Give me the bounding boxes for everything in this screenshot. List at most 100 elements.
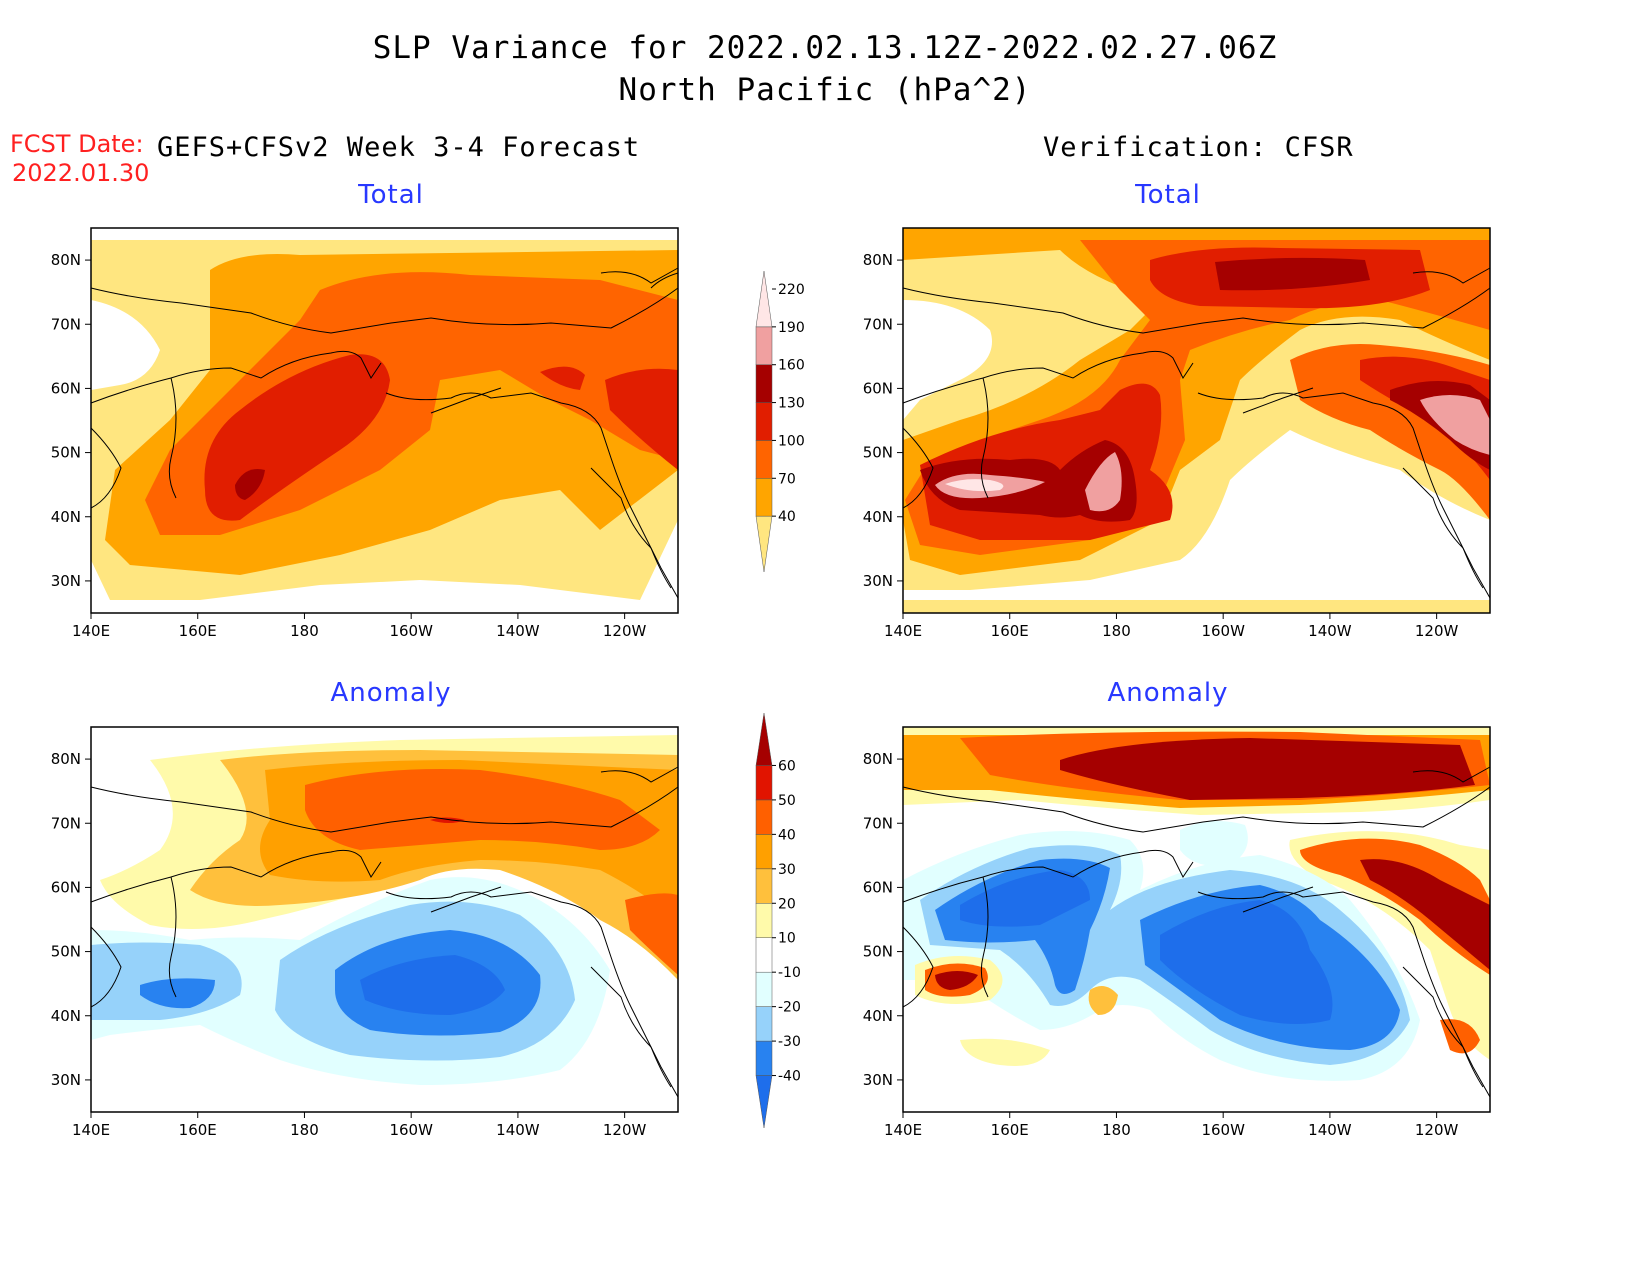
chart-title-line2: North Pacific (hPa^2) [618, 72, 1032, 108]
lat-tick-label: 70N [863, 315, 893, 333]
frame-forecast-anomaly [90, 726, 679, 1113]
lon-tick-label: 180 [1102, 622, 1131, 640]
left-column-heading: GEFS+CFSv2 Week 3-4 Forecast [157, 132, 641, 163]
lon-tick-label: 140W [496, 1121, 540, 1139]
lat-tick-label: 80N [51, 251, 81, 269]
lon-tick-label: 120W [1415, 622, 1459, 640]
axes-layer: 80N 70N 60N 50N 40N 30N 140E 160E 180 160W 140W 120… [51, 251, 1459, 1139]
colorbar-swatch [755, 834, 773, 870]
colorbar-swatch [755, 364, 773, 403]
colorbar-label: -30 [778, 1034, 801, 1050]
frame-verification-anomaly [902, 726, 1491, 1113]
verification-total-title: Total [1135, 180, 1201, 210]
lon-tick-label: 140E [72, 622, 110, 640]
colorbar-swatch [755, 799, 773, 835]
lat-tick-label: 40N [863, 1007, 893, 1025]
lon-tick-label: 180 [290, 1121, 319, 1139]
colorbar-label: 40 [778, 827, 796, 843]
map-frames [90, 227, 1491, 1113]
colorbar-swatch [755, 478, 773, 517]
lon-tick-label: 180 [290, 622, 319, 640]
lon-tick-label: 160E [991, 622, 1029, 640]
lon-tick-label: 160E [179, 622, 217, 640]
coastline-top-left [90, 267, 679, 599]
neg-30 [140, 978, 215, 1009]
forecast-date-value: 2022.01.30 [12, 159, 150, 187]
lat-tick-label: 40N [51, 508, 81, 526]
lat-tick-label: 50N [51, 943, 81, 961]
lon-tick-label: 120W [1415, 1121, 1459, 1139]
lon-tick-label: 160E [991, 1121, 1029, 1139]
lon-tick-label: 160W [389, 622, 433, 640]
colorbar-label: -10 [778, 965, 801, 981]
colorbar-swatch [755, 937, 773, 973]
white-west [903, 300, 992, 420]
colorbar-swatch [755, 402, 773, 441]
shade-east-40b [1440, 1019, 1480, 1054]
colorbar-label: 130 [778, 396, 805, 412]
forecast-total-title: Total [358, 180, 424, 210]
colorbar-label: -40 [778, 1069, 801, 1085]
shade-220 [945, 479, 1004, 492]
coastline-bottom-left [90, 766, 679, 1098]
lat-tick-label: 60N [51, 379, 81, 397]
shade-40-east [625, 893, 678, 975]
lat-tick-label: 60N [863, 379, 893, 397]
shade-190-east [1420, 395, 1490, 455]
lon-tick-label: 140W [496, 622, 540, 640]
forecast-date-label: FCST Date: [10, 130, 144, 158]
colorbar-swatch [755, 712, 773, 766]
pos-west-60 [935, 971, 978, 990]
lon-tick-label: 160W [1201, 1121, 1245, 1139]
colorbar-swatch [755, 1075, 773, 1129]
neg-40-west [960, 870, 1090, 927]
colorbar-label: 60 [778, 758, 796, 774]
lon-tick-label: 140E [884, 622, 922, 640]
shade-160 [1215, 257, 1370, 291]
lon-tick-label: 120W [603, 622, 647, 640]
colorbar-anomaly: -40 -30 -20 -10 10 20 30 40 50 60 [755, 712, 801, 1129]
lon-tick-label: 160E [179, 1121, 217, 1139]
neg-40 [360, 955, 505, 1015]
colorbar-label: 190 [778, 320, 805, 336]
colorbar-label: 20 [778, 896, 796, 912]
lat-tick-label: 30N [863, 1071, 893, 1089]
colorbar-swatch [755, 903, 773, 938]
lat-tick-label: 60N [863, 878, 893, 896]
lat-tick-label: 70N [51, 315, 81, 333]
lon-tick-label: 160W [1201, 622, 1245, 640]
colorbar-label: 160 [778, 358, 805, 374]
shade-190-b [1085, 452, 1122, 512]
colorbar-label: -20 [778, 1000, 801, 1016]
colorbar-swatch [755, 515, 773, 573]
white-south [903, 430, 1490, 600]
lat-tick-label: 80N [51, 750, 81, 768]
neg-10-north [1180, 821, 1248, 866]
verification-total-map [903, 228, 1490, 613]
right-column-heading: Verification: CFSR [1043, 132, 1354, 163]
lat-tick-label: 40N [863, 508, 893, 526]
coastline-top-right [902, 267, 1491, 599]
colorbar-swatch [755, 270, 773, 328]
lon-tick-label: 180 [1102, 1121, 1131, 1139]
colorbar-swatch [755, 971, 773, 1007]
colorbar-label: 10 [778, 931, 796, 947]
pos-south-10 [960, 1038, 1050, 1066]
lat-tick-label: 60N [51, 878, 81, 896]
colorbar-label: 30 [778, 862, 796, 878]
colorbar-swatch [755, 326, 773, 365]
lat-tick-label: 50N [51, 444, 81, 462]
colorbar-label: 40 [778, 509, 796, 525]
neg-40-center [1160, 900, 1333, 1024]
colorbar-label: 100 [778, 433, 805, 449]
lat-tick-label: 40N [51, 1007, 81, 1025]
shade-40 [305, 769, 660, 850]
shade-130-east [605, 368, 678, 470]
colorbar-swatch [755, 868, 773, 904]
lat-tick-label: 50N [863, 943, 893, 961]
lon-tick-label: 120W [603, 1121, 647, 1139]
lon-tick-label: 140W [1308, 1121, 1352, 1139]
colorbar-label: 50 [778, 793, 796, 809]
colorbar-label: 70 [778, 471, 796, 487]
